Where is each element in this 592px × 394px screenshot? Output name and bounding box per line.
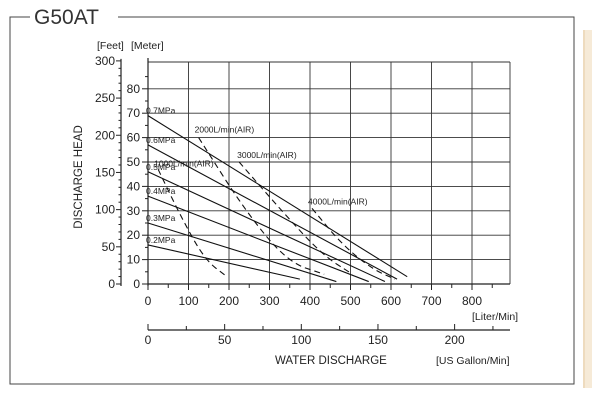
pressure-line-02mpa xyxy=(147,244,300,280)
y-tick-label-meter: 70 xyxy=(127,106,141,120)
x-tick-label-gallon: 200 xyxy=(445,333,465,347)
air-label: 1000L/min(AIR) xyxy=(154,158,214,168)
y-tick-label-meter: 10 xyxy=(127,253,141,267)
x-tick-label-liter: 600 xyxy=(381,294,401,308)
y-tick-label-meter: 80 xyxy=(127,82,141,96)
y-tick-label-meter: 30 xyxy=(127,204,141,218)
chart-title: G50AT xyxy=(34,6,99,29)
air-curve-4 xyxy=(311,208,396,280)
air-label: 4000L/min(AIR) xyxy=(308,196,368,206)
y-tick-label-meter: 50 xyxy=(127,155,141,169)
feet-unit-label: [Feet] xyxy=(97,40,124,52)
x-tick-label-gallon: 100 xyxy=(291,333,311,347)
pressure-line-07mpa xyxy=(147,115,408,278)
y-tick-label-meter: 20 xyxy=(127,228,141,242)
air-label: 3000L/min(AIR) xyxy=(237,150,297,160)
y-tick-label-feet: 100 xyxy=(95,203,115,217)
y-tick-label-feet: 200 xyxy=(95,128,115,142)
air-curve-3 xyxy=(238,161,353,275)
outer-border xyxy=(9,16,575,385)
x-axis-label: WATER DISCHARGE xyxy=(275,355,387,367)
pressure-label: 0.5MPa xyxy=(146,162,176,172)
y-tick-label-feet: 150 xyxy=(95,165,115,179)
pressure-label: 0.3MPa xyxy=(146,213,176,223)
series-group: 0.7MPa 0.6MPa 0.5MPa 0.4MPa 0.3MPa 0.2MPa 1000… xyxy=(146,106,408,283)
y-tick-label-meter: 40 xyxy=(127,179,141,193)
pressure-line-03mpa xyxy=(147,222,337,283)
air-curve-2 xyxy=(198,137,325,275)
x-tick-label-gallon: 0 xyxy=(145,333,152,347)
y-tick-label-meter: 60 xyxy=(127,131,141,145)
pressure-line-04mpa xyxy=(147,195,369,283)
grid xyxy=(148,61,511,284)
liter-unit-label: [Liter/Min] xyxy=(472,311,518,323)
x-tick-label-liter: 300 xyxy=(259,294,279,308)
air-label: 2000L/min(AIR) xyxy=(195,125,255,135)
y-axis-label: DISCHARGE HEAD xyxy=(73,125,85,229)
x-tick-label-liter: 500 xyxy=(340,294,360,308)
pressure-label: 0.6MPa xyxy=(146,135,176,145)
side-accent xyxy=(585,30,592,388)
y-tick-label-feet: 250 xyxy=(95,91,115,105)
y-tick-label-meter: 0 xyxy=(133,277,140,291)
x-tick-label-gallon: 50 xyxy=(218,333,232,347)
x-tick-label-liter: 700 xyxy=(421,294,441,308)
y-tick-label-feet: 50 xyxy=(102,240,116,254)
gallon-unit-label: [US Gallon/Min] xyxy=(436,355,510,367)
pressure-label: 0.2MPa xyxy=(146,235,176,245)
pressure-label: 0.7MPa xyxy=(146,106,176,116)
y-tick-label-feet: 0 xyxy=(108,277,115,291)
pressure-line-05mpa xyxy=(147,171,386,283)
x-tick-label-liter: 400 xyxy=(300,294,320,308)
pressure-line-06mpa xyxy=(147,144,398,280)
x-tick-label-liter: 0 xyxy=(145,294,152,308)
y-tick-label-feet: 300 xyxy=(95,54,115,68)
x-tick-label-liter: 800 xyxy=(462,294,482,308)
air-curve-1 xyxy=(157,169,228,278)
x-tick-label-gallon: 150 xyxy=(368,333,388,347)
x-tick-label-liter: 200 xyxy=(219,294,239,308)
pressure-label: 0.4MPa xyxy=(146,186,176,196)
meter-unit-label: [Meter] xyxy=(131,40,164,52)
x-tick-label-liter: 100 xyxy=(178,294,198,308)
